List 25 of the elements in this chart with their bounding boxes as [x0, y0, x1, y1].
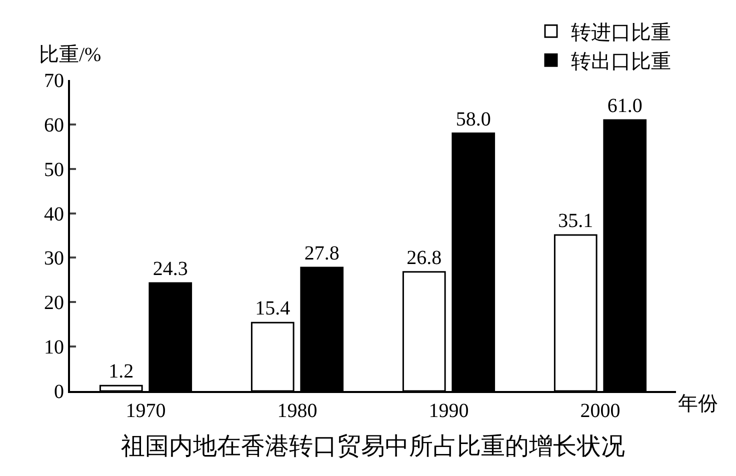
x-axis-title: 年份	[678, 393, 718, 415]
data-label: 27.8	[304, 242, 340, 264]
y-tick-label: 10	[44, 336, 64, 359]
data-label: 58.0	[456, 108, 491, 130]
y-axis-title: 比重/%	[39, 44, 102, 66]
x-tick-label: 1990	[428, 400, 469, 422]
x-tick-label: 1970	[126, 400, 166, 422]
y-tick-label: 0	[54, 381, 64, 403]
data-label: 24.3	[152, 258, 188, 280]
x-tick-label: 2000	[580, 400, 620, 422]
legend-label: 转出口比重	[571, 50, 671, 73]
y-tick-label: 40	[44, 203, 64, 226]
x-tick-label: 1980	[277, 400, 318, 422]
data-label: 1.2	[108, 360, 134, 383]
data-label: 26.8	[406, 246, 442, 269]
text: 祖国内地在香港转口贸易中所占比重的增长状况	[121, 433, 625, 460]
data-label: 61.0	[607, 94, 642, 117]
y-tick-label: 30	[44, 248, 64, 270]
y-tick-label: 50	[44, 158, 64, 181]
data-label: 15.4	[255, 298, 290, 320]
y-tick-label: 60	[44, 114, 64, 136]
y-tick-label: 20	[44, 292, 64, 314]
legend-label: 转进口比重	[571, 22, 671, 44]
data-label: 35.1	[558, 210, 594, 232]
y-tick-label: 70	[44, 70, 64, 92]
